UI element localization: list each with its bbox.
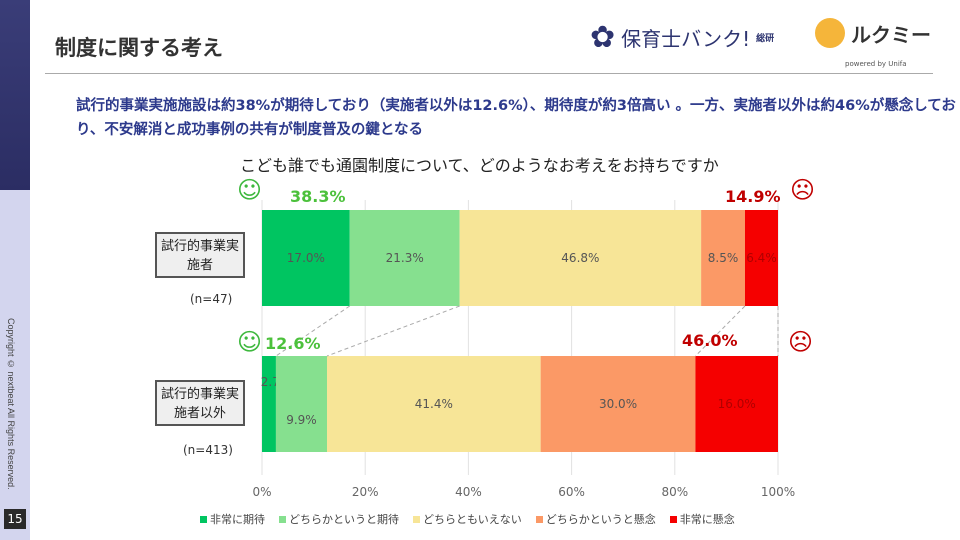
connector-line: [695, 305, 746, 357]
legend-label: どちらかというと期待: [289, 513, 399, 526]
legend-item: 非常に期待: [200, 511, 265, 527]
connector-line: [275, 305, 351, 357]
bar-segment: [262, 210, 350, 306]
bar-segment: [275, 356, 328, 452]
smile-icon: ☺: [237, 176, 263, 204]
category-label: 試行的事業実施者: [155, 232, 245, 278]
sample-size: (n=413): [183, 443, 233, 457]
copyright: Copyright © nextbeat All Rights Reserved…: [6, 318, 16, 490]
sidebar: [0, 190, 30, 540]
x-tick-label: 100%: [761, 485, 795, 499]
connector-line: [326, 305, 460, 357]
frown-icon: ☹: [788, 328, 814, 356]
data-label: 41.4%: [415, 397, 453, 411]
x-tick-label: 80%: [661, 485, 688, 499]
data-label: 21.3%: [386, 251, 424, 265]
legend-swatch: [669, 516, 677, 523]
sample-size: (n=47): [190, 292, 233, 306]
legend-label: 非常に懸念: [679, 513, 735, 526]
legend-label: どちらともいえない: [423, 513, 522, 526]
hoikushi-bank-logo: ✿ 保育士バンク! 総研: [590, 20, 775, 55]
legend-item: 非常に懸念: [669, 511, 735, 527]
legend-swatch: [279, 516, 286, 523]
sidebar-accent: [0, 0, 30, 190]
divider: [45, 73, 933, 74]
data-label: 30.0%: [599, 397, 637, 411]
page-title: 制度に関する考え: [55, 36, 223, 60]
legend-item: どちらかというと期待: [279, 511, 399, 527]
x-tick-label: 60%: [558, 485, 585, 499]
lukumi-icon: [815, 18, 845, 48]
x-tick-label: 0%: [252, 485, 271, 499]
lukumi-logo: ルクミー: [815, 18, 931, 48]
data-label: 16.0%: [718, 397, 756, 411]
legend-item: どちらともいえない: [413, 511, 522, 527]
data-label: 17.0%: [287, 251, 325, 265]
bar-segment: [695, 356, 778, 452]
legend-swatch: [200, 516, 207, 523]
flower-icon: ✿: [590, 20, 616, 55]
positive-total: 12.6%: [265, 334, 321, 353]
chart-title: こども誰でも通園制度について、どのようなお考えをお持ちですか: [240, 156, 719, 175]
bar-segment: [262, 356, 276, 452]
bar-segment: [540, 356, 696, 452]
legend: 非常に期待 どちらかというと期待 どちらともいえない どちらかというと懸念 非常に懸念: [200, 511, 735, 527]
bar-segment: [349, 210, 460, 306]
negative-total: 14.9%: [725, 187, 781, 206]
data-label: 6.4%: [746, 251, 777, 265]
positive-total: 38.3%: [290, 187, 346, 206]
lead-text: 試行的事業実施施設は約38%が期待しており（実施者以外は12.6%）、期待度が約…: [76, 98, 956, 138]
legend-item: どちらかというと懸念: [535, 511, 656, 527]
x-tick-label: 40%: [455, 485, 482, 499]
page-number: 15: [4, 509, 26, 529]
smile-icon: ☺: [237, 328, 263, 356]
bar-segment: [327, 356, 541, 452]
bar-segment: [701, 210, 745, 306]
legend-swatch: [413, 516, 420, 523]
powered-by: powered by Unifa: [845, 60, 907, 68]
frown-icon: ☹: [790, 176, 816, 204]
data-label: 46.8%: [561, 251, 599, 265]
category-label: 試行的事業実施者以外: [155, 380, 245, 426]
bar-segment: [744, 210, 778, 306]
x-tick-label: 20%: [352, 485, 379, 499]
legend-label: 非常に期待: [210, 513, 265, 526]
data-label: 9.9%: [286, 413, 317, 427]
legend-swatch: [535, 516, 543, 523]
negative-total: 46.0%: [682, 331, 738, 350]
data-label: 8.5%: [708, 251, 739, 265]
bar-segment: [459, 210, 702, 306]
legend-label: どちらかというと懸念: [545, 513, 656, 526]
